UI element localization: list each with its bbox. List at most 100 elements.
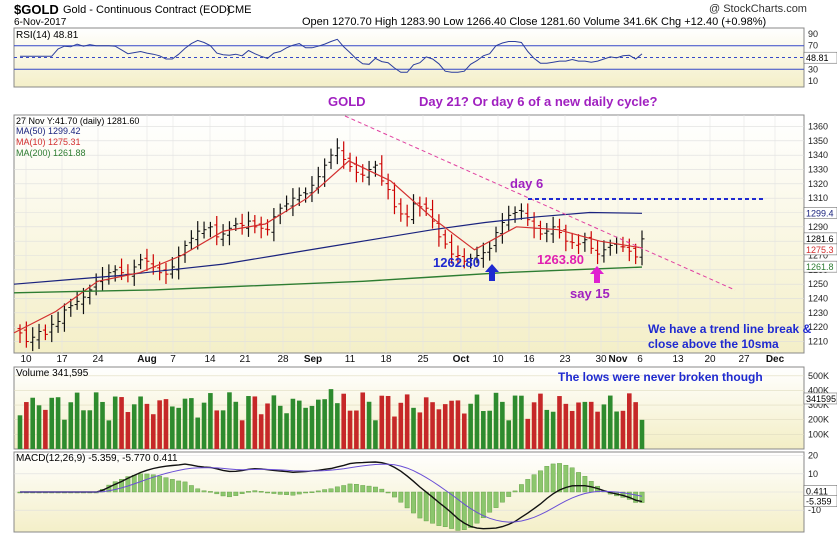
volume-bar xyxy=(442,404,448,449)
annotation-gold: GOLD xyxy=(328,94,366,109)
macd-hist-bar xyxy=(557,463,562,493)
volume-tick-label: 300K xyxy=(808,400,829,410)
volume-bar xyxy=(74,392,80,449)
macd-hist-bar xyxy=(277,491,283,495)
volume-bar xyxy=(493,392,499,449)
macd-hist-bar xyxy=(246,491,251,493)
volume-bar xyxy=(265,403,270,449)
macd-hist-bar xyxy=(328,488,334,493)
volume-bar xyxy=(354,410,359,449)
macd-hist-bar xyxy=(411,491,416,514)
annotation-say15: say 15 xyxy=(570,286,610,301)
macd-hist-bar xyxy=(150,474,156,493)
volume-bar xyxy=(633,402,638,449)
volume-bar xyxy=(398,402,404,449)
macd-hist-bar xyxy=(392,491,397,498)
x-tick-label: 18 xyxy=(380,354,392,365)
watermark: @ StockCharts.com xyxy=(709,3,807,15)
price-tick-label: 1290 xyxy=(808,222,828,232)
x-tick-label: 28 xyxy=(277,354,289,365)
volume-tick-label: 100K xyxy=(808,429,829,439)
x-tick-label: 13 xyxy=(672,354,684,365)
x-tick-label: Dec xyxy=(766,354,785,365)
volume-label: Volume 341,595 xyxy=(16,368,89,379)
volume-bar xyxy=(119,397,124,449)
macd-hist-bar xyxy=(315,490,321,493)
macd-hist-bar xyxy=(182,481,188,493)
macd-hist-bar xyxy=(519,484,524,493)
volume-bar xyxy=(182,398,188,449)
volume-bar xyxy=(81,410,86,449)
annotation-low1: 1262.80 xyxy=(433,255,480,270)
volume-bar xyxy=(468,403,473,449)
volume-bar xyxy=(423,397,429,449)
macd-value-tag: -5.359 xyxy=(806,497,832,507)
volume-bar xyxy=(112,396,118,449)
volume-bar xyxy=(125,412,131,449)
volume-bar xyxy=(341,393,346,449)
volume-bar xyxy=(347,410,353,449)
macd-hist-bar xyxy=(119,479,124,493)
macd-hist-bar xyxy=(138,473,143,493)
macd-hist-bar xyxy=(366,485,372,493)
volume-bar xyxy=(284,413,289,449)
macd-hist-bar xyxy=(353,484,359,493)
volume-bar xyxy=(100,401,105,449)
volume-bar xyxy=(576,402,581,449)
x-tick-label: 21 xyxy=(239,354,251,365)
rsi-value-tag: 48.81 xyxy=(806,53,829,63)
volume-bar xyxy=(131,404,137,449)
annotation-note2: close above the 10sma xyxy=(648,337,779,351)
blue-arrow-icon xyxy=(485,264,499,281)
price-legend-top: 27 Nov Y:41.70 (daily) 1281.60 xyxy=(16,116,140,126)
volume-bar xyxy=(366,401,372,449)
ma50-legend: MA(50) 1299.42 xyxy=(16,126,81,136)
volume-bar xyxy=(201,402,207,449)
x-tick-label: Sep xyxy=(304,354,322,365)
volume-value-tag: 341595 xyxy=(806,394,836,404)
ma10-value-tag-bg xyxy=(803,243,837,256)
macd-hist-bar xyxy=(639,491,645,503)
volume-bar xyxy=(277,405,283,449)
price-tick-label: 1240 xyxy=(808,294,828,304)
volume-bar xyxy=(620,410,626,449)
x-tick-label: 25 xyxy=(417,354,429,365)
ma200-value-tag-bg xyxy=(803,260,837,273)
macd-hist-bar xyxy=(430,491,435,524)
volume-bar xyxy=(233,401,239,449)
macd-hist-bar xyxy=(455,491,461,531)
volume-bar xyxy=(87,410,93,449)
macd-hist-bar xyxy=(157,475,163,493)
annotation-day6: day 6 xyxy=(510,176,544,191)
macd-hist-bar xyxy=(506,491,512,497)
macd-hist-bar xyxy=(626,491,632,500)
volume-bar xyxy=(569,410,575,449)
volume-bar xyxy=(239,420,245,449)
volume-bar xyxy=(550,411,556,449)
volume-bar xyxy=(487,410,492,449)
volume-bar xyxy=(176,407,181,449)
macd-hist-bar xyxy=(188,485,194,493)
volume-bar xyxy=(322,399,327,449)
volume-bar xyxy=(519,395,524,449)
macd-hist-bar xyxy=(233,491,239,496)
volume-bar xyxy=(290,398,296,449)
annotation-note1: We have a trend line break & xyxy=(648,322,812,336)
macd-hist-bar xyxy=(417,491,423,519)
volume-bar xyxy=(481,411,486,449)
volume-bar xyxy=(474,394,480,449)
volume-bar xyxy=(144,403,150,449)
x-tick-label: 27 xyxy=(738,354,750,365)
volume-bar xyxy=(68,402,74,449)
price-tick-label: 1270 xyxy=(808,251,828,261)
macd-hist-bar xyxy=(493,491,499,508)
x-tick-label: Aug xyxy=(137,354,156,365)
volume-bar xyxy=(404,394,410,449)
volume-tick-label: 500K xyxy=(808,371,829,381)
volume-bar xyxy=(627,393,632,449)
rsi-value-tag-bg xyxy=(803,51,837,64)
volume-bar xyxy=(258,414,264,449)
x-tick-label: 30 xyxy=(595,354,607,365)
ma10-value-tag: 1275.3 xyxy=(806,245,834,255)
macd-hist-bar xyxy=(303,491,309,494)
